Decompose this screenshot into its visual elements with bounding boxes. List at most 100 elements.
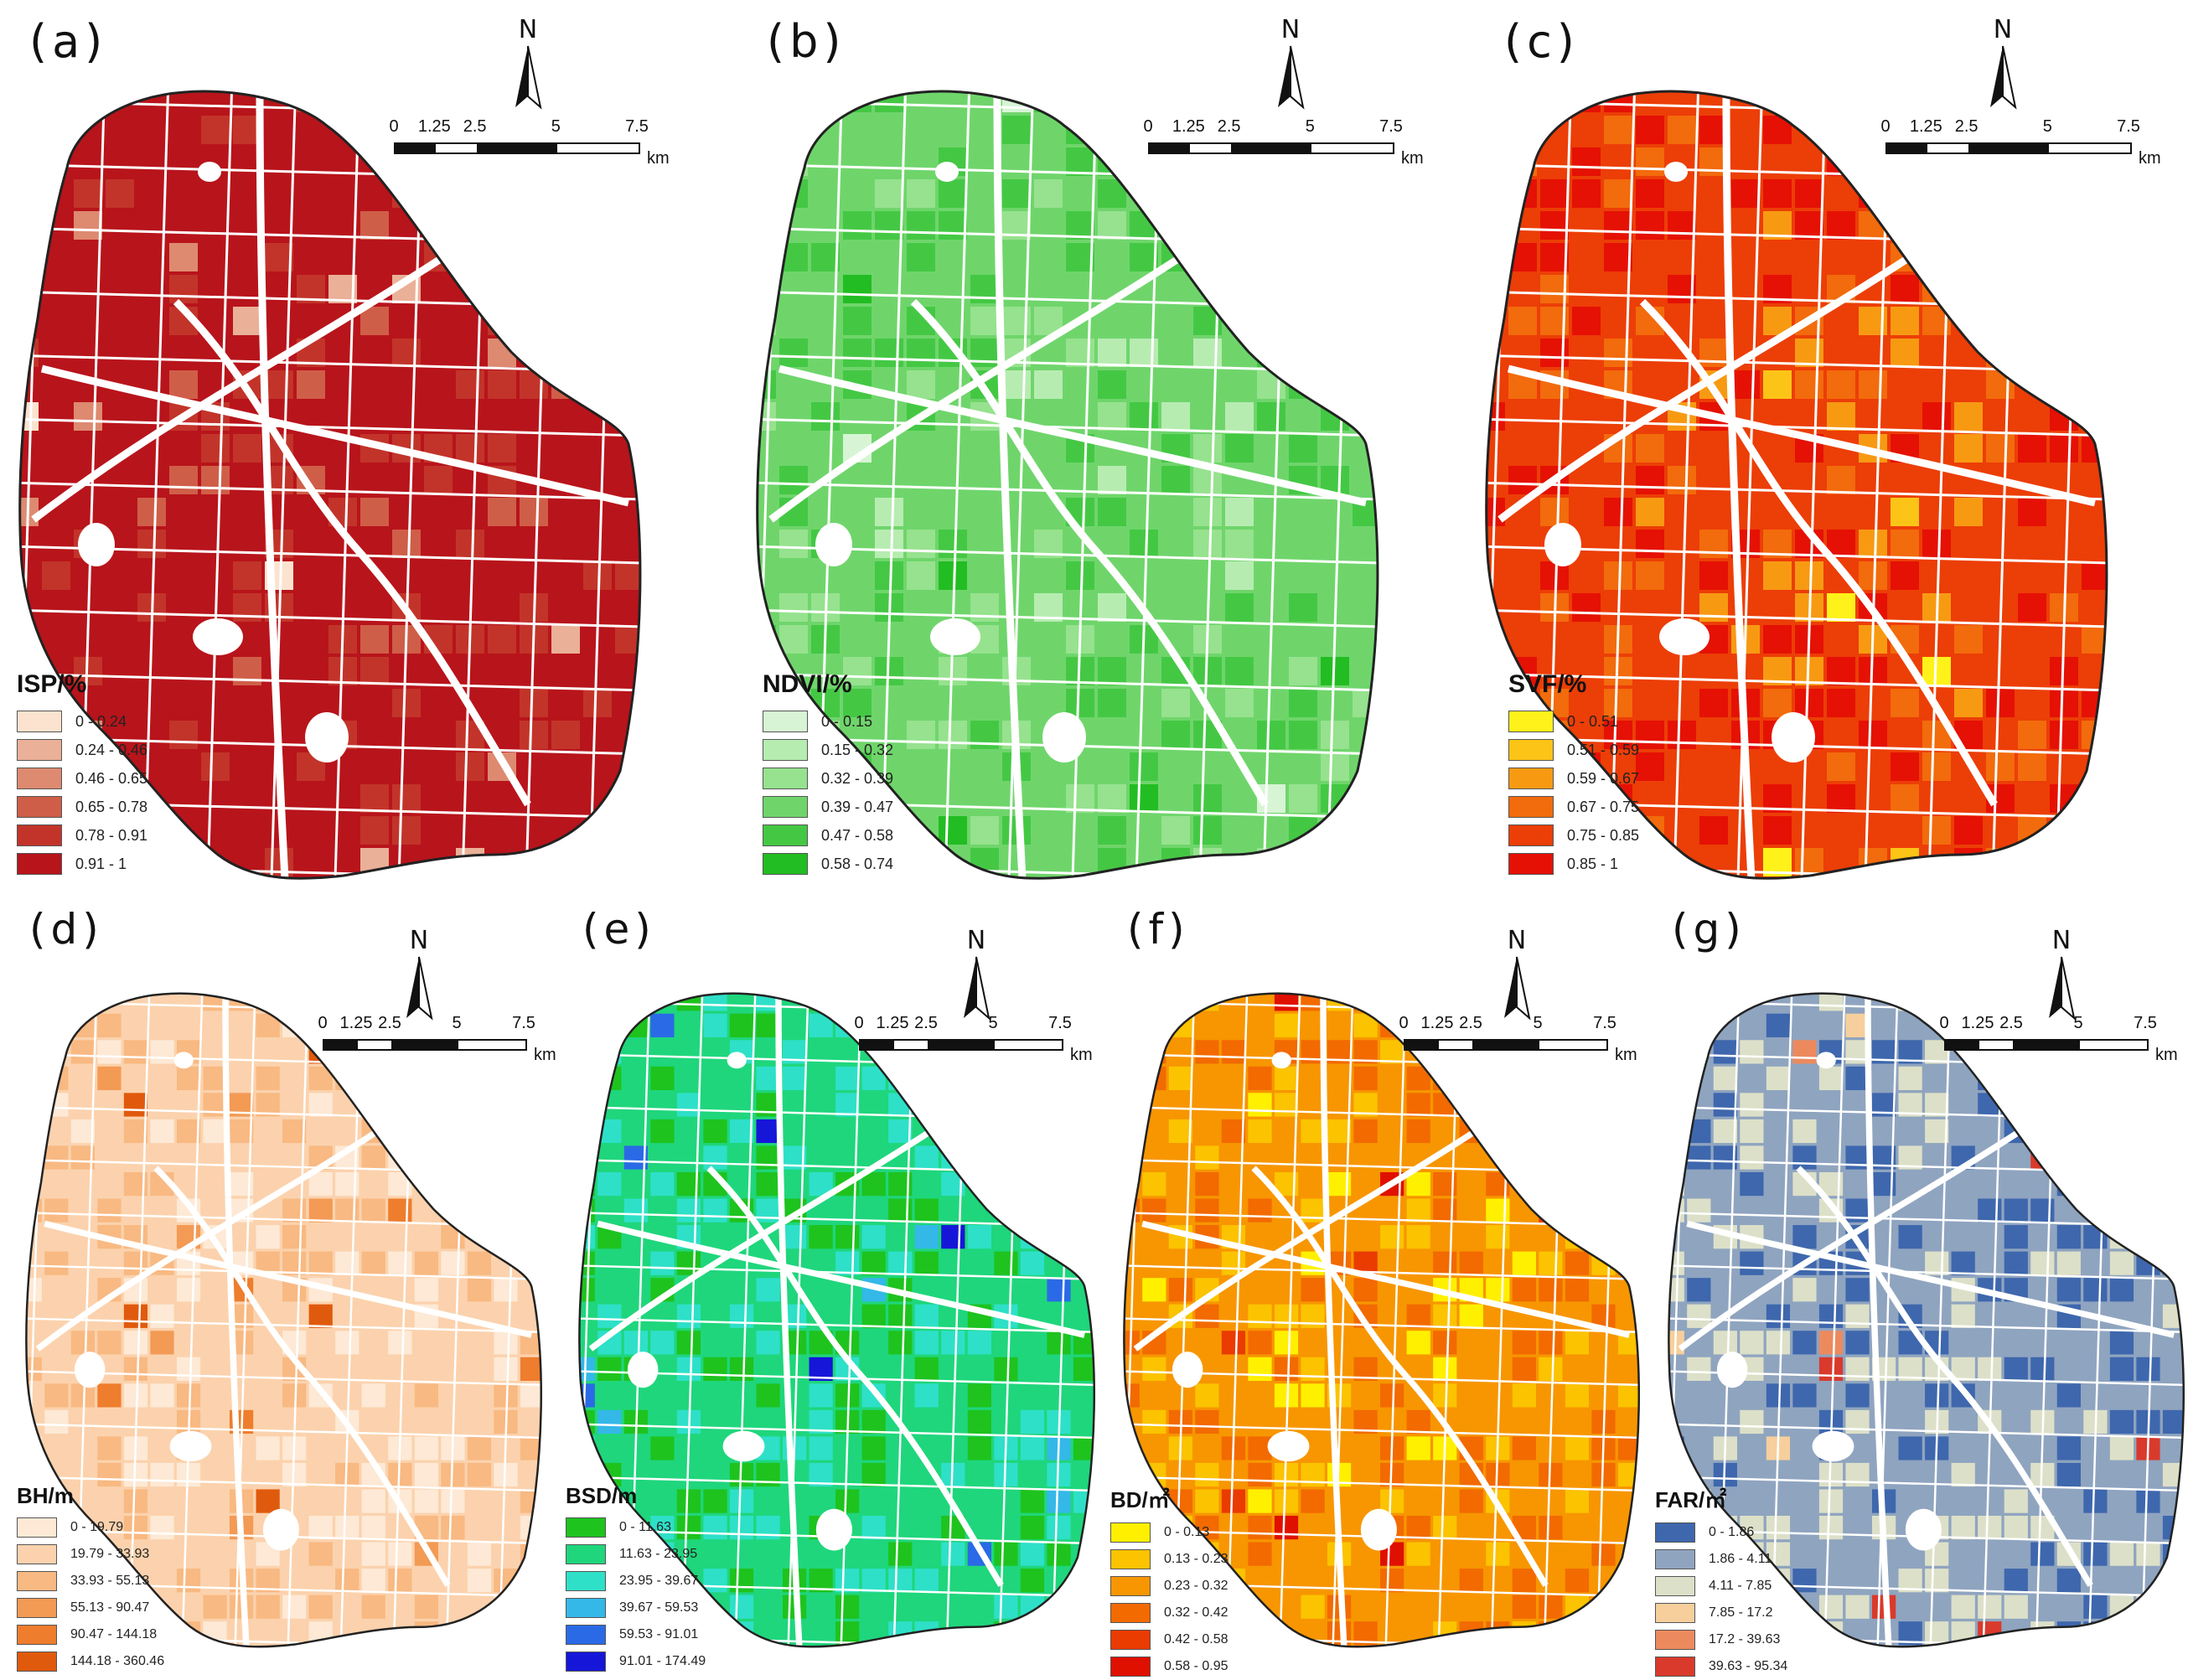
legend-class-label: 1.86 - 4.11 [1709,1552,1772,1566]
legend-item: 0.85 - 1 [1508,850,1639,878]
panel-label: (e) [582,905,656,954]
legend-swatch [1655,1603,1695,1623]
legend-item: 0.67 - 0.75 [1508,793,1639,821]
legend-swatch [17,1517,57,1538]
legend-item: 0 - 0.51 [1508,707,1639,736]
north-arrow-label: N [518,15,538,44]
scale-tick-label: 0 [318,1014,328,1032]
legend-swatch [1110,1630,1151,1650]
scale-bar-graphic [394,142,640,154]
legend-title: ISP/% [17,670,87,698]
legend-class-label: 0 - 0.51 [1567,712,1619,730]
legend-swatch [17,1652,57,1672]
scale-bar-graphic [1944,1039,2149,1051]
legend-swatch [1655,1657,1695,1677]
legend-swatch [17,824,62,846]
legend-class-label: 90.47 - 144.18 [70,1627,158,1641]
scale-tick-label: 7.5 [512,1014,535,1032]
north-arrow: N [2045,926,2078,1026]
legend-class-label: 0.67 - 0.75 [1567,798,1640,815]
map-legend: FAR/㎡ 0 - 1.86 1.86 - 4.11 4.11 - 7.85 7.85 … [1655,1483,1787,1680]
north-arrow-icon [1990,45,2017,110]
legend-class-label: 0 - 0.13 [1164,1525,1210,1539]
legend-class-label: 0.91 - 1 [75,855,127,872]
legend-class-label: 0 - 0.24 [75,712,127,730]
scale-tick-label: 0 [1399,1014,1409,1032]
scale-tick-label: 2.5 [463,117,487,136]
legend-item: 23.95 - 39.67 [566,1568,706,1595]
legend-swatch [1508,853,1554,875]
legend-class-label: 0 - 11.63 [619,1520,671,1534]
road-network [1668,993,2184,1647]
scale-tick-label: 5 [2073,1014,2083,1032]
scale-tick-label: 2.5 [914,1014,938,1032]
scale-tick-label: 7.5 [1593,1014,1616,1032]
legend-item: 33.93 - 55.13 [17,1568,164,1595]
north-arrow-icon [1278,45,1305,110]
legend-class-label: 0.15 - 0.32 [821,741,894,758]
map-panel-f: (f) N 0 1.25 2.5 5 7.5 km BD/㎡ 0 - 0.13 0.13 - 0.2… [1098,892,1642,1677]
legend-class-label: 33.93 - 55.13 [70,1574,150,1588]
legend-class-label: 91.01 - 174.49 [619,1654,706,1668]
scale-tick-label: 7.5 [2134,1014,2157,1032]
legend-swatch [1110,1603,1151,1623]
north-arrow-label: N [1507,926,1527,955]
scale-tick-label: 1.25 [876,1014,909,1032]
legend-swatch [763,711,808,732]
legend-swatch [1110,1657,1151,1677]
legend-class-label: 0.85 - 1 [1567,855,1619,872]
scale-tick-label: 5 [1305,117,1315,136]
scale-tick-label: 1.25 [1420,1014,1454,1032]
scale-tick-label: 5 [1533,1014,1543,1032]
north-arrow-icon [964,956,991,1021]
legend-item: 0 - 0.24 [17,707,147,736]
legend-swatch [1110,1522,1151,1543]
legend-swatch [1508,711,1554,732]
scale-tick-label: 0 [854,1014,864,1032]
legend-class-label: 0.46 - 0.65 [75,769,148,787]
legend-title: BH/m [17,1483,74,1508]
legend-title: NDVI/% [763,670,852,698]
scale-tick-label: 0 [389,117,399,136]
scale-bar-graphic [1885,142,2132,154]
legend-swatch [566,1598,606,1618]
map-panel-d: (d) N 0 1.25 2.5 5 7.5 km BH/m 0 - 19.79 19.79 - 3… [0,892,556,1672]
north-arrow: N [1274,15,1307,116]
legend-class-label: 0.59 - 0.67 [1567,769,1640,787]
legend-swatch [1655,1630,1695,1650]
legend-swatch [17,853,62,875]
scale-unit: km [534,1046,556,1064]
legend-class-label: 55.13 - 90.47 [70,1600,150,1615]
scale-tick-label: 5 [988,1014,998,1032]
panel-label: (g) [1672,905,1746,954]
legend-title: FAR/㎡ [1655,1487,1727,1512]
legend-item: 0.91 - 1 [17,850,147,878]
city-boundary [25,992,542,1648]
legend-item: 0.15 - 0.32 [763,736,893,764]
north-arrow: N [960,926,993,1026]
scale-bar-graphic [1404,1039,1608,1051]
legend-class-label: 0.75 - 0.85 [1567,826,1640,844]
city-boundary [756,90,1379,880]
scale-tick-label: 2.5 [1999,1014,2023,1032]
legend-class-label: 0.51 - 0.59 [1567,741,1640,758]
legend-title: BD/㎡ [1110,1487,1170,1512]
scale-unit: km [2155,1046,2178,1064]
legend-class-label: 11.63 - 23.95 [619,1547,698,1561]
legend-item: 0 - 11.63 [566,1514,706,1541]
choropleth-map [756,90,1379,880]
legend-class-label: 39.63 - 95.34 [1709,1659,1788,1673]
legend-swatch [17,768,62,789]
scale-tick-label: 2.5 [1954,117,1979,136]
legend-class-label: 0 - 0.15 [821,712,873,730]
north-arrow-icon [2049,956,2076,1021]
legend-swatch [17,1625,57,1645]
city-boundary [578,992,1095,1648]
legend-class-label: 0.32 - 0.42 [1164,1605,1228,1620]
legend-class-label: 39.67 - 59.53 [619,1600,699,1615]
choropleth-map [578,992,1095,1648]
legend-item: 0.47 - 0.58 [763,821,893,850]
legend-swatch [1655,1549,1695,1569]
map-legend: BSD/m 0 - 11.63 11.63 - 23.95 23.95 - 39.67… [566,1483,706,1675]
legend-item: 0.39 - 0.47 [763,793,893,821]
